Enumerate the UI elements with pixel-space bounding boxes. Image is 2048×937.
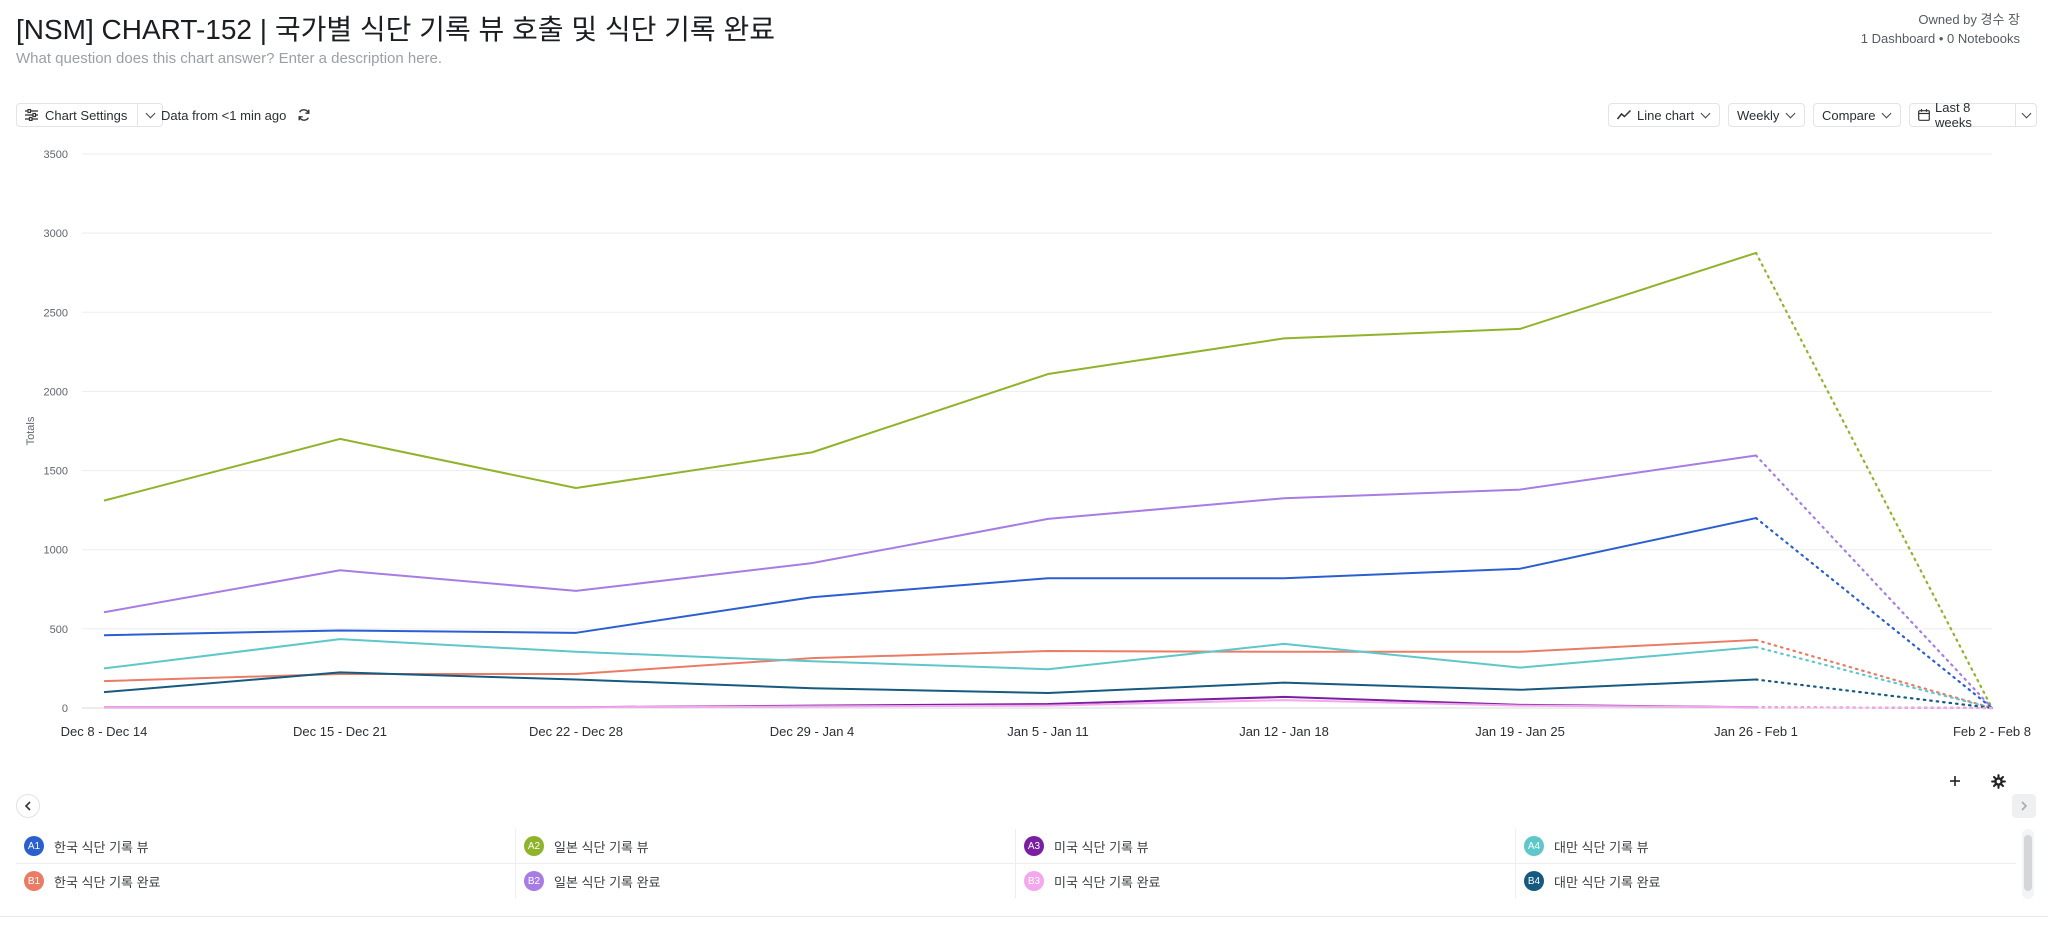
series-badge: A4 <box>1524 836 1544 856</box>
legend-label: 한국 식단 기록 뷰 <box>54 839 149 855</box>
bottom-toolbar <box>0 916 2048 937</box>
y-tick-label: 0 <box>62 703 68 715</box>
chart-settings-button[interactable]: Chart Settings <box>16 103 164 127</box>
series-line-b4 <box>103 671 1757 694</box>
legend-item-a4[interactable]: A4 대만 식단 기록 뷰 <box>1516 829 2016 863</box>
series-badge: B4 <box>1524 871 1544 891</box>
plus-icon <box>1950 776 1960 786</box>
chevron-left-icon <box>24 801 31 811</box>
x-tick-label: Feb 2 - Feb 8 <box>1953 724 2031 739</box>
legend-label: 대만 식단 기록 뷰 <box>1554 839 1649 855</box>
date-range-label: Last 8 weeks <box>1935 100 1972 130</box>
series-partial-line-b4 <box>1754 678 1994 710</box>
legend-row-completions: B1 한국 식단 기록 완료 B2 일본 식단 기록 완료 B3 미국 식단 기록 완… <box>16 864 2016 898</box>
series-badge: A3 <box>1024 836 1044 856</box>
line-chart: 0 500 1000 1500 2000 2500 3000 3500 Totals Dec 8 … <box>25 149 2031 739</box>
chevron-down-icon <box>1700 108 1711 119</box>
series-badge: B3 <box>1024 871 1044 891</box>
series-partial-line-a4 <box>1754 645 1994 710</box>
compare-dropdown[interactable]: Compare <box>1813 103 1902 127</box>
chevron-down-icon <box>1882 108 1892 119</box>
legend-item-a2[interactable]: A2 일본 식단 기록 뷰 <box>516 829 1016 863</box>
y-tick-label: 3000 <box>44 228 68 240</box>
series-partial-line-b1 <box>1754 638 1994 710</box>
add-button[interactable] <box>1943 769 1967 793</box>
chevron-down-icon <box>1785 108 1796 119</box>
series-line-a1 <box>103 517 1757 637</box>
x-tick-label: Dec 8 - Dec 14 <box>61 724 148 739</box>
series-line-b1 <box>103 638 1757 683</box>
legend-item-a1[interactable]: A1 한국 식단 기록 뷰 <box>16 829 516 863</box>
series-badge: A1 <box>24 836 44 856</box>
chart-type-dropdown[interactable]: Line chart <box>1608 103 1721 127</box>
settings-button[interactable] <box>1986 769 2010 793</box>
date-range-dropdown[interactable]: Last 8 weeks <box>1909 100 2037 130</box>
line-chart-icon <box>1617 110 1631 120</box>
x-tick-label: Dec 15 - Dec 21 <box>293 724 387 739</box>
compare-label: Compare <box>1822 107 1876 123</box>
owner-label[interactable]: Owned by 경수 장 <box>1918 12 2020 27</box>
legend-label: 일본 식단 기록 완료 <box>554 874 661 890</box>
legend-item-b1[interactable]: B1 한국 식단 기록 완료 <box>16 864 516 898</box>
series-badge: B1 <box>24 871 44 891</box>
chevron-down-icon[interactable] <box>2016 108 2036 119</box>
x-tick-label: Dec 29 - Jan 4 <box>770 724 855 739</box>
page-title[interactable]: [NSM] CHART-152 | 국가별 식단 기록 뷰 호출 및 식단 기록… <box>16 14 775 45</box>
chart-type-label: Line chart <box>1637 107 1695 123</box>
series-badge: B2 <box>524 871 544 891</box>
legend-next-button[interactable] <box>2012 794 2036 818</box>
y-tick-label: 2000 <box>44 386 68 398</box>
x-tick-label: Dec 22 - Dec 28 <box>529 724 623 739</box>
x-tick-label: Jan 5 - Jan 11 <box>1007 724 1088 739</box>
series-badge: A2 <box>524 836 544 856</box>
series-line-b3 <box>104 699 1757 709</box>
series-partial-line-b2 <box>1754 454 1994 710</box>
chevron-down-icon[interactable] <box>138 108 162 119</box>
x-tick-label: Jan 19 - Jan 25 <box>1475 724 1565 739</box>
series-line-b2 <box>103 454 1757 614</box>
legend-label: 미국 식단 기록 완료 <box>1054 874 1161 890</box>
y-tick-label: 3500 <box>44 149 68 161</box>
series-partial-line-a2 <box>1754 251 1994 710</box>
legend-label: 한국 식단 기록 완료 <box>54 874 161 890</box>
x-tick-label: Jan 26 - Feb 1 <box>1714 724 1798 739</box>
data-freshness: Data from <1 min ago <box>161 107 287 123</box>
gear-icon <box>1990 773 2006 789</box>
y-tick-label: 1500 <box>44 466 68 478</box>
legend-label: 대만 식단 기록 완료 <box>1554 874 1661 890</box>
legend-row-views: A1 한국 식단 기록 뷰 A2 일본 식단 기록 뷰 A3 미국 식단 기록 뷰 A… <box>16 829 2016 864</box>
legend-item-b3[interactable]: B3 미국 식단 기록 완료 <box>1016 864 1516 898</box>
legend-scrollbar[interactable] <box>2022 829 2034 899</box>
series-line-a4 <box>103 638 1757 671</box>
chevron-right-icon <box>2021 801 2028 811</box>
description-placeholder[interactable]: What question does this chart answer? En… <box>16 50 443 67</box>
interval-dropdown[interactable]: Weekly <box>1728 103 1806 127</box>
usage-label[interactable]: 1 Dashboard • 0 Notebooks <box>1860 31 2020 46</box>
legend-item-b4[interactable]: B4 대만 식단 기록 완료 <box>1516 864 2016 898</box>
calendar-icon <box>1918 109 1930 121</box>
refresh-icon[interactable] <box>297 103 311 127</box>
y-axis-label: Totals <box>25 416 37 445</box>
legend-label: 일본 식단 기록 뷰 <box>554 839 649 855</box>
legend-label: 미국 식단 기록 뷰 <box>1054 839 1149 855</box>
chart-settings-label: Chart Settings <box>45 107 128 123</box>
series-partial-line-a1 <box>1754 516 1994 710</box>
x-tick-label: Jan 12 - Jan 18 <box>1239 724 1329 739</box>
interval-label: Weekly <box>1737 107 1780 123</box>
y-tick-label: 2500 <box>44 307 68 319</box>
y-tick-label: 1000 <box>44 545 68 557</box>
legend-item-b2[interactable]: B2 일본 식단 기록 완료 <box>516 864 1016 898</box>
legend-item-a3[interactable]: A3 미국 식단 기록 뷰 <box>1016 829 1516 863</box>
legend-prev-button[interactable] <box>16 794 40 818</box>
scrollbar-thumb[interactable] <box>2024 835 2032 891</box>
y-tick-label: 500 <box>50 624 68 636</box>
series-line-a2 <box>103 251 1757 502</box>
owner-info: Owned by 경수 장 1 Dashboard • 0 Notebooks <box>1861 10 2020 48</box>
series-partial-line-b3 <box>1754 706 1994 710</box>
sliders-icon <box>25 109 38 121</box>
